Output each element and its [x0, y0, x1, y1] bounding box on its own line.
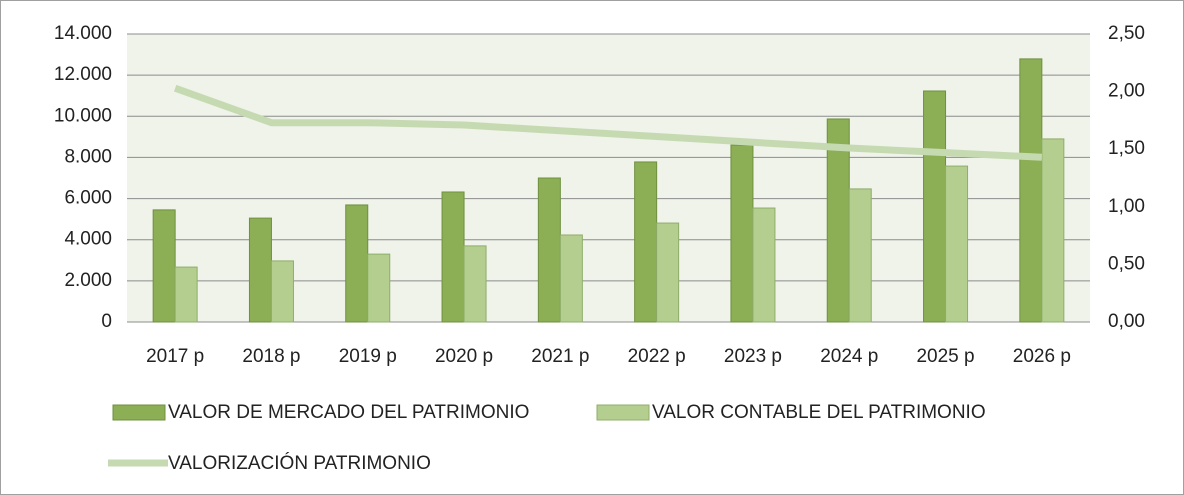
bar: [559, 234, 583, 323]
bar: [463, 245, 487, 323]
bar: [848, 188, 872, 323]
bar: [441, 191, 465, 323]
legend-swatch: [596, 404, 650, 421]
bar: [1041, 138, 1065, 323]
y-tick-label: 12.000: [54, 64, 112, 85]
x-tick-label: 2023 p: [724, 346, 782, 367]
bar: [174, 266, 198, 323]
y2-tick-label: 0,00: [1108, 311, 1145, 332]
legend-label: VALORIZACIÓN PATRIMONIO: [168, 452, 431, 474]
bar: [248, 217, 272, 323]
bar: [367, 253, 391, 323]
bar: [270, 260, 294, 323]
y2-tick-label: 0,50: [1108, 253, 1145, 274]
x-tick-label: 2019 p: [339, 346, 397, 367]
x-tick-label: 2026 p: [1013, 346, 1071, 367]
y-tick-label: 8.000: [64, 146, 112, 167]
y-tick-label: 14.000: [54, 23, 112, 44]
x-tick-label: 2020 p: [435, 346, 493, 367]
bar: [537, 177, 561, 323]
legend-label: VALOR DE MERCADO DEL PATRIMONIO: [168, 402, 529, 423]
bar: [1019, 58, 1043, 323]
x-tick-label: 2022 p: [628, 346, 686, 367]
y2-tick-label: 1,00: [1108, 196, 1145, 217]
x-tick-label: 2024 p: [820, 346, 878, 367]
bar: [152, 209, 176, 323]
y-tick-label: 0: [101, 311, 112, 332]
bar: [945, 165, 969, 323]
line-series: [173, 84, 1043, 161]
bar: [345, 204, 369, 323]
y-tick-label: 2.000: [64, 270, 112, 291]
y2-tick-label: 1,50: [1108, 138, 1145, 159]
y2-tick-label: 2,50: [1108, 23, 1145, 44]
bar: [730, 144, 754, 323]
bar: [923, 90, 947, 323]
bar: [752, 207, 776, 323]
bar: [634, 161, 658, 323]
legend-label: VALOR CONTABLE DEL PATRIMONIO: [652, 402, 986, 423]
x-tick-label: 2025 p: [916, 346, 974, 367]
x-tick-label: 2021 p: [531, 346, 589, 367]
y-tick-label: 10.000: [54, 105, 112, 126]
y2-tick-label: 2,00: [1108, 81, 1145, 102]
bar: [656, 222, 680, 323]
x-tick-label: 2017 p: [146, 346, 204, 367]
x-tick-label: 2018 p: [242, 346, 300, 367]
legend-swatch: [112, 404, 166, 421]
y-tick-label: 4.000: [64, 229, 112, 250]
y-tick-label: 6.000: [64, 188, 112, 209]
